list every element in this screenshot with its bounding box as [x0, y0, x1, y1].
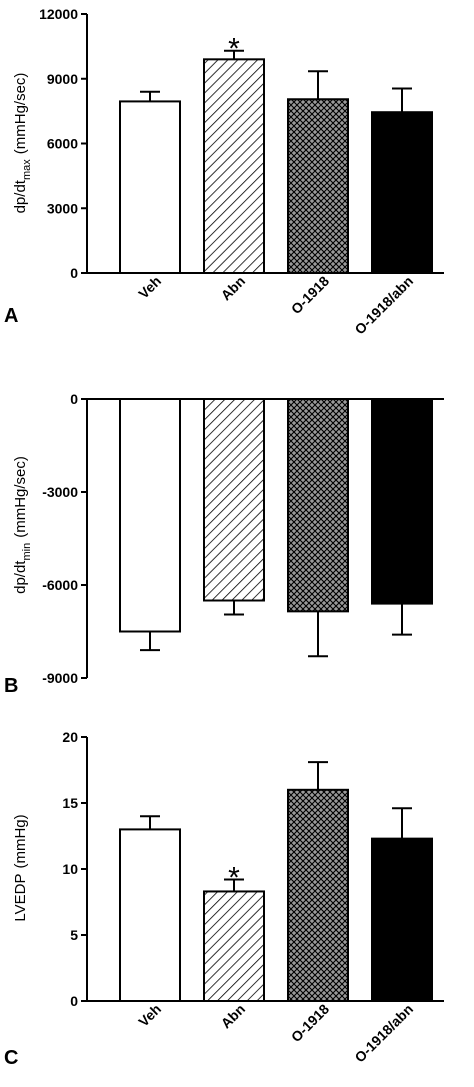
panel-a-ylabel-unit: (mmHg/sec) — [12, 73, 29, 155]
panel-a-category-label: Abn — [218, 273, 249, 304]
panel-c-category-label: Abn — [218, 1001, 249, 1032]
panel-b-bar-0 — [119, 398, 181, 633]
panel-a-ytick-label: 6000 — [47, 136, 78, 152]
panel-b: B dp/dtmin (mmHg/sec) 0 -3000 -6000 -9000 — [4, 391, 444, 697]
panel-b-bar-1 — [203, 398, 265, 602]
panel-b-letter: B — [4, 675, 18, 697]
panel-c-ytick-label: 15 — [62, 795, 78, 811]
panel-c-ytick-label: 5 — [70, 927, 78, 943]
panel-a-ytick-label: 3000 — [47, 200, 78, 216]
panel-c-ylabel-unit: (mmHg) — [12, 814, 29, 868]
panel-b-ytick-label: -9000 — [42, 670, 78, 686]
panel-a-category-label: O-1918 — [288, 273, 332, 317]
panel-c-category-label: O-1918/abn — [351, 1001, 416, 1066]
panel-a-bar-0 — [119, 100, 181, 274]
panel-c-ylabel: LVEDP (mmHg) — [12, 814, 29, 921]
panel-b-ylabel: dp/dtmin (mmHg/sec) — [12, 456, 33, 594]
panel-c-bar-0 — [119, 828, 181, 1003]
panel-a-bar-2 — [287, 98, 349, 274]
panel-b-ytick-label: -6000 — [42, 577, 78, 593]
panel-c-bar-1 — [203, 890, 265, 1002]
panel-a-ytick-label: 0 — [70, 265, 78, 281]
panel-a-ylabel: dp/dtmax (mmHg/sec) — [12, 73, 33, 214]
panel-a-ylabel-main: dp/dt — [12, 179, 29, 213]
panel-b-bar-2 — [287, 398, 349, 613]
panel-a-letter: A — [4, 305, 18, 327]
panel-b-ytick-label: -3000 — [42, 484, 78, 500]
panel-c-category-label: O-1918 — [288, 1001, 332, 1045]
panel-c-ytick-label: 10 — [62, 861, 78, 877]
panel-c-ytick-label: 0 — [70, 993, 78, 1009]
panel-c-plot: 0 5 10 15 20 Veh * Abn O-1918 O-1918/abn — [62, 729, 444, 1065]
panel-b-ylabel-main: dp/dt — [12, 560, 29, 594]
panel-b-ytick-label: 0 — [70, 391, 78, 407]
panel-a-bar-1 — [203, 58, 265, 275]
panel-c-letter: C — [4, 1047, 18, 1069]
panel-c-bar-2 — [287, 788, 349, 1002]
panel-a-plot: 0 3000 6000 9000 12000 Veh * Abn O-1918 O-1918/ab… — [39, 6, 444, 337]
panel-b-bar-3 — [371, 398, 433, 605]
panel-c-significance-mark: * — [228, 862, 240, 895]
panel-c-ytick-label: 20 — [62, 729, 78, 745]
panel-a-ytick-label: 12000 — [39, 6, 78, 22]
panel-a-category-label: Veh — [135, 273, 164, 302]
panel-c-bar-3 — [371, 837, 433, 1003]
panel-c-category-label: Veh — [135, 1001, 164, 1030]
panel-a-bar-3 — [371, 111, 433, 275]
panel-b-ylabel-unit: (mmHg/sec) — [12, 456, 29, 538]
panel-a-category-label: O-1918/abn — [351, 273, 416, 338]
panel-c: C LVEDP (mmHg) 0 5 10 15 20 Veh * Abn O-1918 O-191… — [4, 729, 444, 1069]
panel-b-plot: 0 -3000 -6000 -9000 — [42, 391, 444, 686]
panel-c-ylabel-main: LVEDP — [12, 874, 29, 922]
panel-a: A dp/dtmax (mmHg/sec) 0 3000 6000 9000 12000 V… — [4, 6, 444, 337]
panel-b-ylabel-sub: min — [21, 543, 33, 561]
panel-a-ytick-label: 9000 — [47, 71, 78, 87]
panel-a-significance-mark: * — [228, 33, 240, 66]
panel-a-ylabel-sub: max — [21, 159, 33, 180]
